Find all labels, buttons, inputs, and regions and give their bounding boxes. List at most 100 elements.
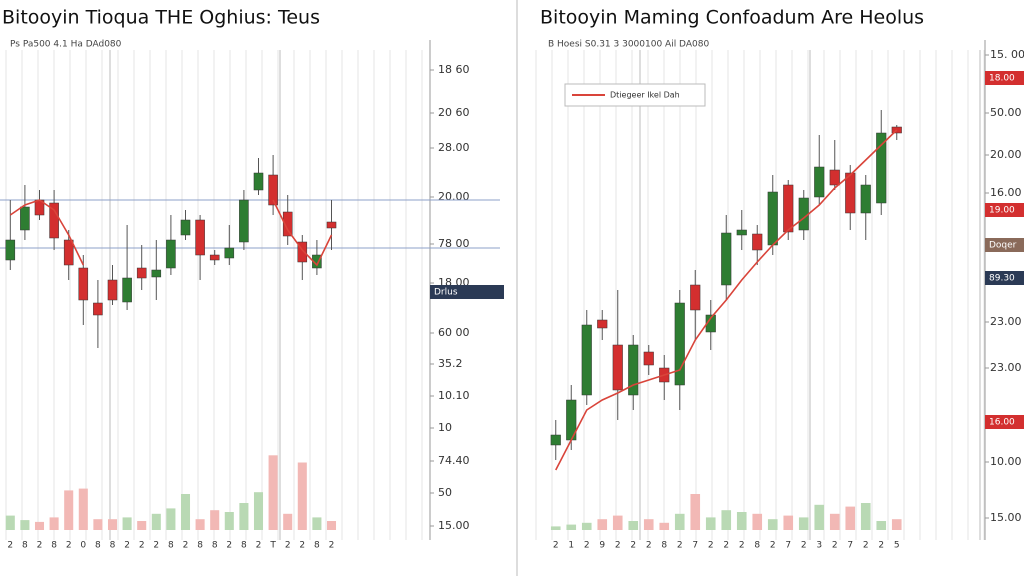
x-tick-label: 2 (226, 541, 232, 551)
candle-body (78, 267, 89, 301)
volume-bar (814, 504, 825, 530)
x-tick-label: 2 (646, 541, 652, 551)
volume-bar (151, 513, 161, 530)
volume-bar (736, 512, 747, 530)
y-tick-label: 60 00 (438, 326, 470, 339)
volume-bar (659, 522, 670, 530)
x-tick-label: 3 (816, 541, 822, 551)
candle-body (845, 172, 856, 214)
price-tag (985, 271, 1024, 285)
y-tick-label: 10.10 (438, 389, 470, 402)
volume-bar (107, 519, 118, 530)
candle-body (93, 302, 103, 316)
ma-line (555, 129, 898, 471)
y-tick-label: 74.40 (438, 454, 470, 467)
x-tick-label: 2 (285, 541, 291, 551)
y-tick-label: 10.00 (990, 455, 1022, 468)
volume-bar (20, 520, 30, 530)
candle-body (268, 174, 278, 206)
volume-bar (224, 512, 234, 530)
candle-body (674, 302, 685, 386)
volume-bar (891, 519, 902, 530)
candle-body (49, 202, 59, 239)
candle-body (63, 239, 74, 266)
volume-bar (550, 526, 561, 530)
x-tick-label: 5 (894, 541, 900, 551)
x-tick-label: 2 (801, 541, 807, 551)
volume-bar (253, 492, 264, 530)
y-tick-label: 15.00 (990, 511, 1022, 524)
candle-body (876, 132, 887, 204)
volume-bar (239, 503, 249, 530)
volume-bar (122, 517, 132, 530)
y-tick-label: 15. 00 (990, 48, 1024, 61)
y-tick-label: 78 00 (438, 237, 470, 250)
x-tick-label: 8 (754, 541, 760, 551)
x-tick-label: 2 (723, 541, 729, 551)
x-tick-label: 2 (630, 541, 636, 551)
y-tick-label: 16.00 (990, 186, 1022, 199)
candle-body (312, 254, 322, 269)
volume-bar (721, 510, 732, 530)
candle-body (253, 172, 264, 191)
volume-bar (195, 519, 205, 530)
volume-bar (49, 517, 59, 530)
candle-body (628, 344, 639, 396)
candle-body (122, 277, 132, 303)
volume-bar (268, 455, 278, 530)
x-tick-label: 9 (599, 541, 605, 551)
x-tick-label: 8 (168, 541, 174, 551)
x-tick-label: 8 (95, 541, 101, 551)
x-tick-label: 2 (7, 541, 13, 551)
candle-body (239, 199, 249, 243)
x-tick-label: 2 (677, 541, 683, 551)
volume-bar (34, 521, 45, 530)
candle-body (829, 169, 840, 186)
volume-bar (297, 462, 307, 530)
chart-title: Bitooyin Maming Confoadum Are Heolus (540, 7, 924, 29)
volume-bar (326, 521, 337, 530)
price-tag (985, 203, 1024, 217)
candle-body (282, 211, 293, 237)
candle-body (20, 206, 30, 231)
x-tick-label: 8 (197, 541, 203, 551)
price-tag (985, 71, 1024, 85)
x-tick-label: 2 (739, 541, 745, 551)
candle-body (195, 219, 205, 256)
x-tick-label: 2 (770, 541, 776, 551)
volume-bar (283, 513, 293, 530)
y-tick-label: 35.2 (438, 357, 463, 370)
volume-bar (180, 494, 191, 530)
chart-title: Bitooyin Tioqua THE Oghius: Teus (2, 7, 320, 29)
volume-bar (166, 508, 176, 530)
volume-bar (876, 521, 887, 530)
price-tag (985, 415, 1024, 429)
x-tick-label: 2 (878, 541, 884, 551)
volume-bar (210, 510, 220, 530)
y-tick-label: 15.00 (438, 519, 470, 532)
x-tick-label: 8 (241, 541, 247, 551)
candle-body (180, 219, 191, 236)
candle-body (297, 241, 308, 263)
x-tick-label: 1 (568, 541, 574, 551)
volume-bar (137, 521, 147, 530)
candle-body (326, 221, 337, 229)
volume-bar (581, 522, 592, 530)
y-tick-label: 20.00 (990, 148, 1022, 161)
candle-body (151, 269, 162, 278)
volume-bar (64, 490, 74, 530)
x-tick-label: 7 (785, 541, 791, 551)
candle-body (5, 239, 16, 261)
price-tag-label: 89.30 (989, 274, 1015, 284)
candle-body (612, 344, 623, 391)
x-tick-label: 8 (22, 541, 28, 551)
volume-bar (628, 521, 639, 530)
x-tick-label: 2 (584, 541, 590, 551)
y-tick-label: 28.00 (438, 141, 470, 154)
x-tick-label: 7 (847, 541, 853, 551)
x-tick-label: 8 (661, 541, 667, 551)
legend-box (564, 83, 706, 107)
volume-bar (643, 519, 654, 530)
x-tick-label: 2 (615, 541, 621, 551)
y-tick-label: 18 60 (438, 63, 470, 76)
